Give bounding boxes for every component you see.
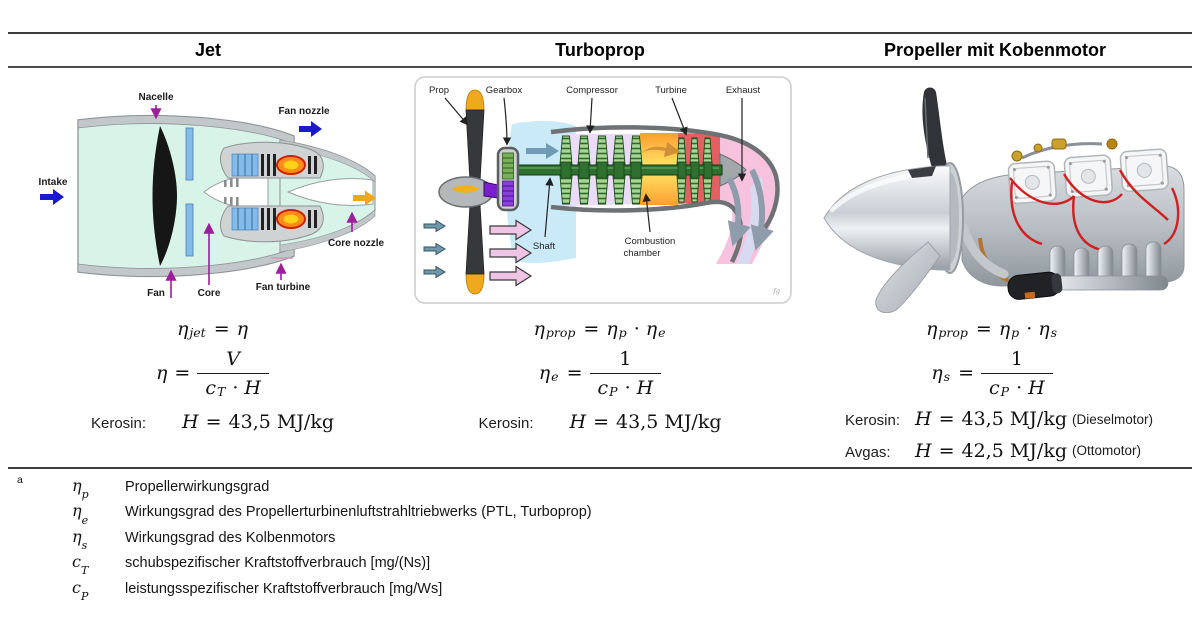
propeller [438, 89, 499, 295]
core-label: Core [198, 288, 221, 299]
turboprop-diagram: Prop Gearbox Compressor Turbine Exhaust … [414, 76, 792, 304]
symbol-legend: ηp Propellerwirkungsgrad ηe Wirkungsgrad… [72, 476, 592, 603]
ignition-wires [1009, 169, 1180, 252]
starter-motor [1007, 271, 1063, 300]
exhaust-plug [286, 178, 374, 206]
legend-row-eta-s: ηs Wirkungsgrad des Kolbenmotors [72, 526, 336, 552]
brass-fittings [1011, 138, 1118, 162]
propeller-blade-top [922, 87, 948, 170]
header-rule [8, 66, 1192, 68]
legend-row-eta-e: ηe Wirkungsgrad des Propellerturbinenluf… [72, 501, 592, 527]
avgas-heating-value: Avgas: H = 42,5 MJ/kg (Ottomotor) [845, 440, 1142, 463]
fan-label: Fan [147, 288, 165, 299]
footnote-rule [8, 467, 1192, 469]
fan-turbine-label: Fan turbine [256, 282, 311, 293]
compressor-label: Compressor [566, 85, 618, 96]
jet-engine-diagram: Nacelle Fan nozzle Intake Core nozzle Fa… [39, 92, 385, 299]
column-header-jet: Jet [194, 40, 221, 60]
nacelle-label: Nacelle [138, 92, 173, 103]
shaft-label: Shaft [533, 241, 556, 252]
engine-core-top [220, 141, 324, 179]
exhaust-flow-arrows [726, 168, 774, 251]
diagram-watermark: fg [772, 287, 780, 295]
legend-row-c-t: cT schubspezifischer Kraftstoffverbrauch… [72, 552, 431, 578]
fan-blades [152, 126, 177, 266]
fan-frame [185, 127, 194, 257]
hot-gas-arrow-icon [642, 142, 681, 157]
fan-nozzle-arrow-icon [299, 121, 322, 137]
spinner [203, 175, 269, 209]
eta-symbol: η [177, 318, 189, 340]
intake-flow-arrow-icon [526, 143, 559, 159]
spinner-cone [823, 165, 951, 271]
label-pointer-arrows [150, 105, 358, 298]
legend-row-c-p: cP leistungsspezifischer Kraftstoffverbr… [72, 577, 443, 603]
propwash-arrows [423, 219, 533, 287]
turbine-label: Turbine [655, 85, 687, 96]
column-header-turboprop: Turboprop [555, 40, 645, 60]
turbine-blades [676, 137, 713, 203]
footnote-marker: a [17, 474, 23, 486]
jet-efficiency-equation: η jet = η [177, 318, 248, 341]
combustion-chamber-label-line1: Combustion [625, 236, 676, 247]
label-pointer-arrows [444, 97, 747, 238]
top-rule [8, 32, 1192, 34]
prop-label: Prop [429, 85, 449, 96]
fan-nozzle-label: Fan nozzle [278, 106, 330, 117]
engine-block [959, 138, 1185, 300]
kerosin-heating-value: Kerosin: H = 43,5 MJ/kg (Dieselmotor) [845, 408, 1154, 431]
gearbox-label: Gearbox [486, 85, 523, 96]
column-header-kolbenmotor: Propeller mit Kobenmotor [883, 40, 1107, 60]
intake-arrow-icon [40, 189, 64, 205]
compressor-blades [559, 135, 643, 205]
jet-fuel-heating-value: Kerosin: H = 43,5 MJ/kg [90, 411, 335, 434]
core-nozzle-label: Core nozzle [328, 238, 385, 249]
turboprop-fuel-heating-value: Kerosin: H = 43,5 MJ/kg [478, 411, 722, 434]
exhaust-label: Exhaust [726, 85, 761, 96]
engine-core-bottom [220, 205, 324, 243]
legend-row-eta-p: ηp Propellerwirkungsgrad [72, 476, 270, 502]
blade-highlight [924, 97, 929, 159]
propeller-blade-bottom [875, 241, 941, 313]
core-nozzle-arrow-icon [353, 190, 376, 206]
gearbox [496, 146, 520, 212]
combustion-chamber-label-line2: chamber [624, 248, 661, 259]
accessory-duct [959, 223, 1009, 279]
piston-engine-photo [823, 87, 1185, 313]
valve-covers [1007, 148, 1169, 205]
intake-label: Intake [39, 177, 68, 188]
